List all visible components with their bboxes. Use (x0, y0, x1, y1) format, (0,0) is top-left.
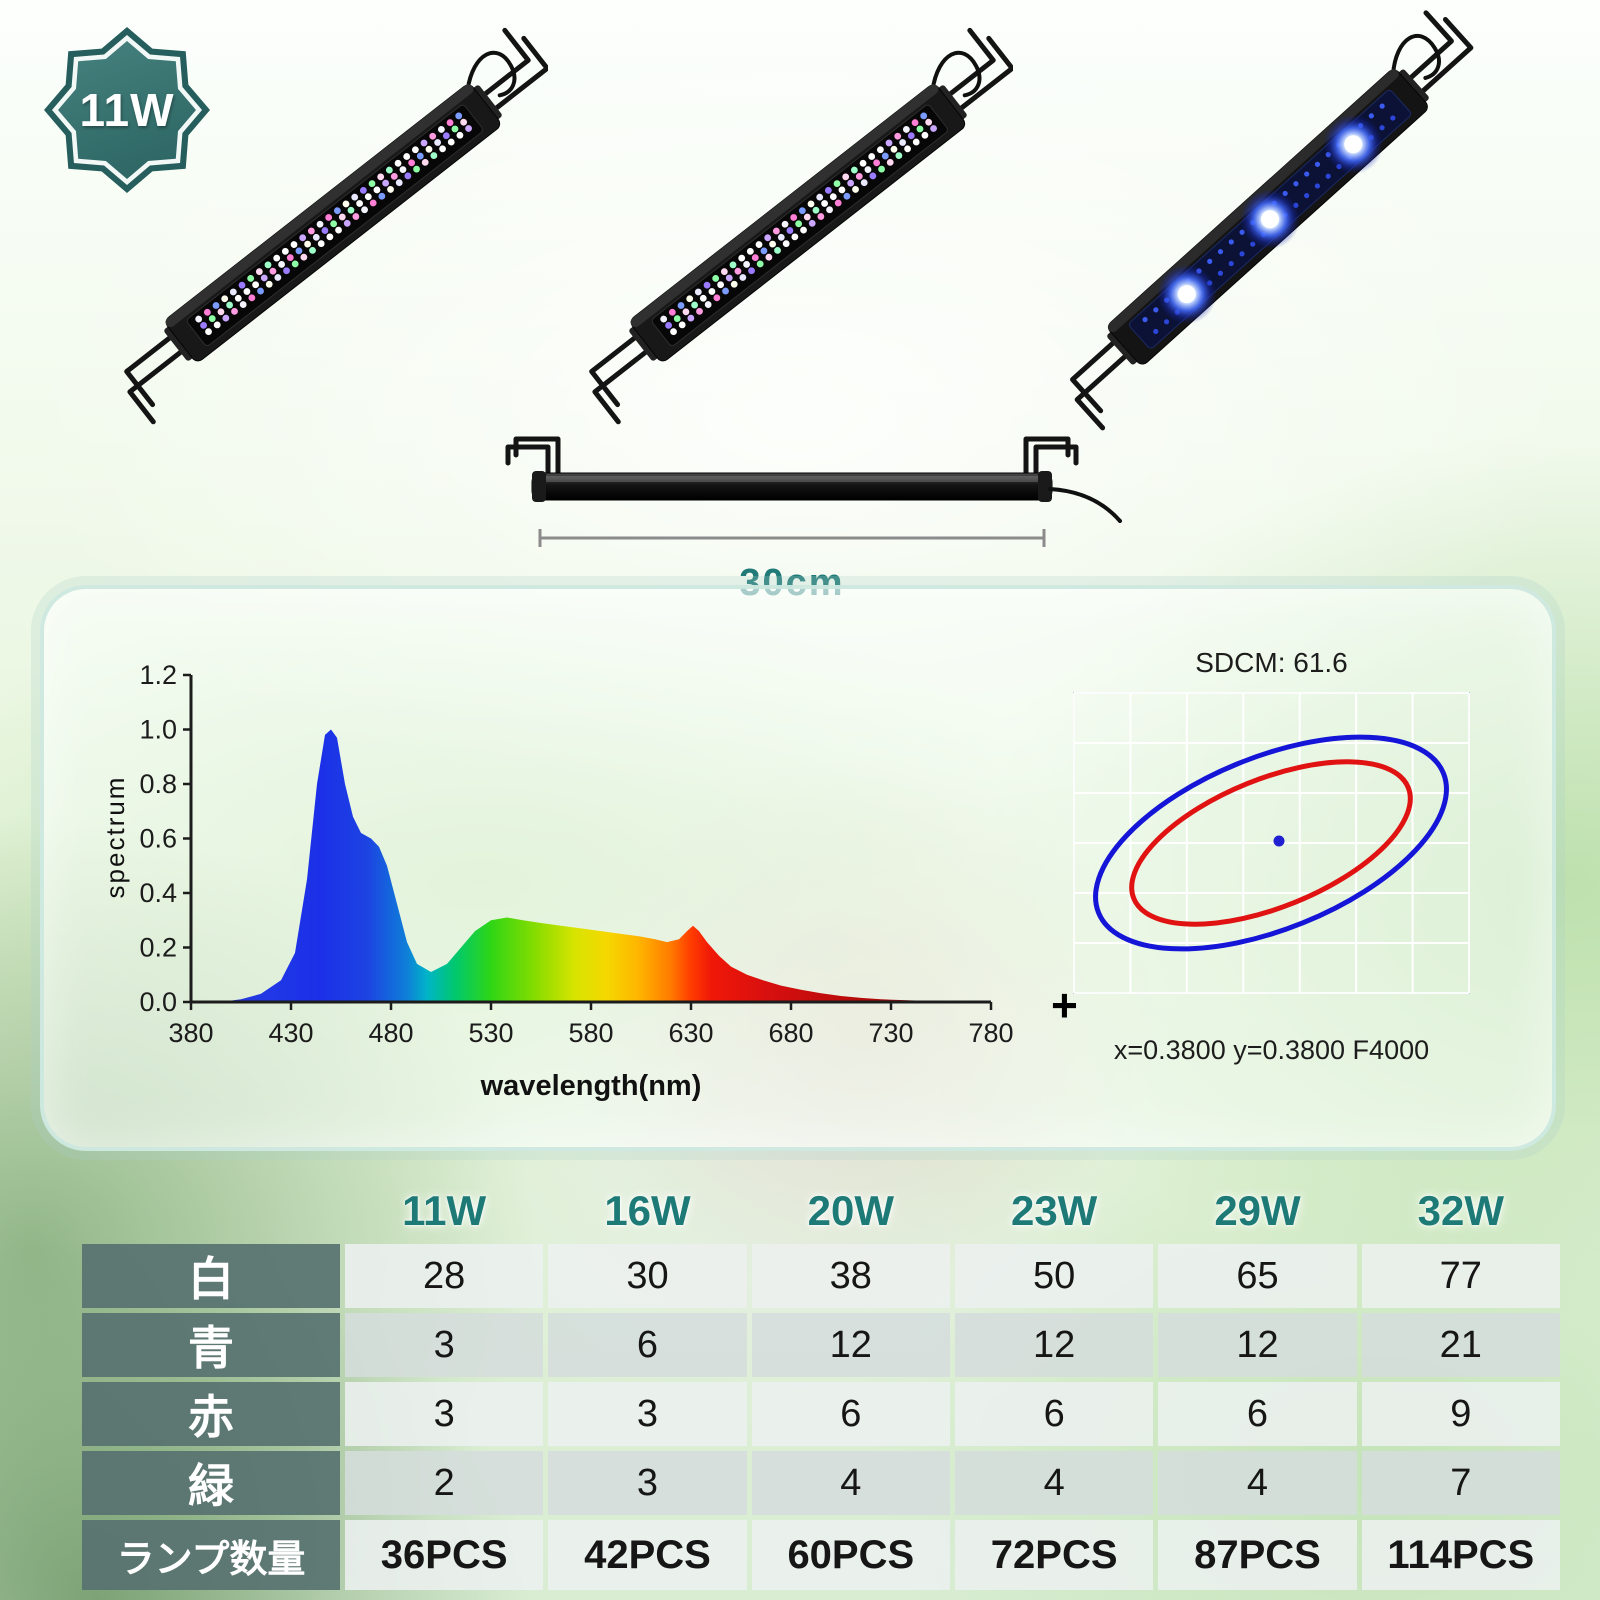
table-cell: 4 (954, 1451, 1154, 1515)
table-row-label: 青 (82, 1313, 340, 1377)
spectrum-ticks: 380 430 480 530 580 630 680 730 780 0.0 0.2 0.4 0.6 0… (139, 660, 1013, 1048)
chromaticity-grid (1073, 692, 1470, 994)
table-row-label: 赤 (82, 1382, 340, 1446)
product-photo-rgb-lamp-1 (118, 8, 548, 438)
table-cell: 3 (548, 1382, 747, 1446)
table-cell: 6 (1158, 1382, 1357, 1446)
table-cell: 30 (548, 1244, 747, 1308)
table-cell: 4 (1158, 1451, 1357, 1515)
chromaticity-diagram: SDCM: 61.6 + x=0.3800 y=0.3800 F4000 (1049, 647, 1494, 1066)
spectrum-y-axis-label: spectrum (100, 776, 130, 899)
table-cell: 87PCS (1158, 1520, 1357, 1590)
lamp-end-cap (1038, 471, 1052, 502)
spectrum-area (191, 729, 991, 1002)
table-column-header: 29W (1214, 1187, 1301, 1234)
x-tick-label: 680 (768, 1018, 813, 1048)
table-cell: 4 (751, 1451, 950, 1515)
product-photo-blue-lamp (1053, 2, 1483, 432)
table-row-label: 緑 (82, 1451, 340, 1515)
table-cell: 77 (1361, 1244, 1560, 1308)
table-cell: 6 (548, 1313, 747, 1377)
mount-bracket-icon (1033, 444, 1079, 478)
table-corner (82, 1183, 340, 1239)
table-cell: 38 (751, 1244, 950, 1308)
table-cell: 12 (954, 1313, 1154, 1377)
y-tick-label: 1.0 (139, 715, 177, 745)
table-column-header: 32W (1417, 1187, 1504, 1234)
table-cell: 72PCS (954, 1520, 1154, 1590)
mount-bracket-icon (513, 436, 561, 478)
chromaticity-center-dot (1273, 835, 1285, 847)
y-tick-label: 0.2 (139, 933, 177, 963)
x-tick-label: 430 (268, 1018, 313, 1048)
table-column-header: 23W (1010, 1187, 1098, 1234)
lamp-end-cap (532, 471, 546, 502)
power-cord-icon (1048, 487, 1122, 523)
table-cell: 12 (751, 1313, 950, 1377)
x-tick-label: 530 (468, 1018, 513, 1048)
y-tick-label: 0.8 (139, 769, 177, 799)
spectrum-x-axis-label: wavelength(nm) (480, 1070, 702, 1102)
led-count-table: 11W 16W 20W 23W 29W 32W 白 28 30 38 50 65 77 青 3 6 12 12 12… (82, 1183, 1560, 1590)
y-tick-label: 0.0 (139, 987, 177, 1017)
table-row-label: 白 (82, 1244, 340, 1308)
mount-bracket-icon (505, 444, 551, 478)
chromaticity-coords-label: x=0.3800 y=0.3800 F4000 (1113, 1035, 1430, 1065)
spec-panel: 380 430 480 530 580 630 680 730 780 0.0 0.2 0.4 0.6 0… (40, 585, 1556, 1151)
table-cell: 3 (345, 1382, 544, 1446)
table-cell: 114PCS (1361, 1520, 1560, 1590)
table-cell: 6 (954, 1382, 1154, 1446)
badge-star-inner (58, 41, 196, 179)
table-column-header: 20W (807, 1187, 894, 1234)
dimension-line (538, 529, 1046, 547)
table-cell: 7 (1361, 1451, 1560, 1515)
table-cell: 3 (345, 1313, 544, 1377)
chromaticity-plot: + (1051, 692, 1470, 1031)
x-tick-label: 380 (168, 1018, 213, 1048)
x-tick-label: 580 (568, 1018, 613, 1048)
table-row-label: ランプ数量 (82, 1520, 340, 1590)
plus-mark: + (1051, 979, 1078, 1028)
horizontal-lamp (505, 436, 1122, 547)
product-photo-rgb-lamp-2 (583, 8, 1013, 438)
spectrum-chart: 380 430 480 530 580 630 680 730 780 0.0 0.2 0.4 0.6 0… (96, 657, 1016, 1127)
wattage-badge-label: 11W (79, 84, 175, 136)
mount-bracket-icon (1023, 436, 1071, 478)
sdcm-ellipse-red (1129, 759, 1413, 927)
sdcm-title: SDCM: 61.6 (1195, 647, 1348, 678)
y-tick-label: 0.6 (139, 824, 177, 854)
table-cell: 3 (548, 1451, 747, 1515)
table-cell: 12 (1158, 1313, 1357, 1377)
table-cell: 65 (1158, 1244, 1357, 1308)
y-tick-label: 1.2 (139, 660, 177, 690)
wattage-badge: 11W (42, 25, 212, 195)
table-cell: 2 (345, 1451, 544, 1515)
table-cell: 42PCS (548, 1520, 747, 1590)
table-column-header: 16W (604, 1187, 691, 1234)
table-cell: 21 (1361, 1313, 1560, 1377)
x-tick-label: 780 (968, 1018, 1013, 1048)
sdcm-ellipse-blue (1093, 734, 1449, 952)
table-cell: 28 (345, 1244, 544, 1308)
table-cell: 9 (1361, 1382, 1560, 1446)
x-tick-label: 630 (668, 1018, 713, 1048)
product-size-figure: 30cm (462, 413, 1122, 605)
table-column-header: 11W (402, 1187, 487, 1234)
table-cell: 6 (751, 1382, 950, 1446)
x-tick-label: 730 (868, 1018, 913, 1048)
table-cell: 50 (954, 1244, 1154, 1308)
table-cell: 60PCS (751, 1520, 950, 1590)
table-cell: 36PCS (345, 1520, 544, 1590)
y-tick-label: 0.4 (139, 878, 177, 908)
x-tick-label: 480 (368, 1018, 413, 1048)
lamp-body-highlight (538, 476, 1046, 482)
